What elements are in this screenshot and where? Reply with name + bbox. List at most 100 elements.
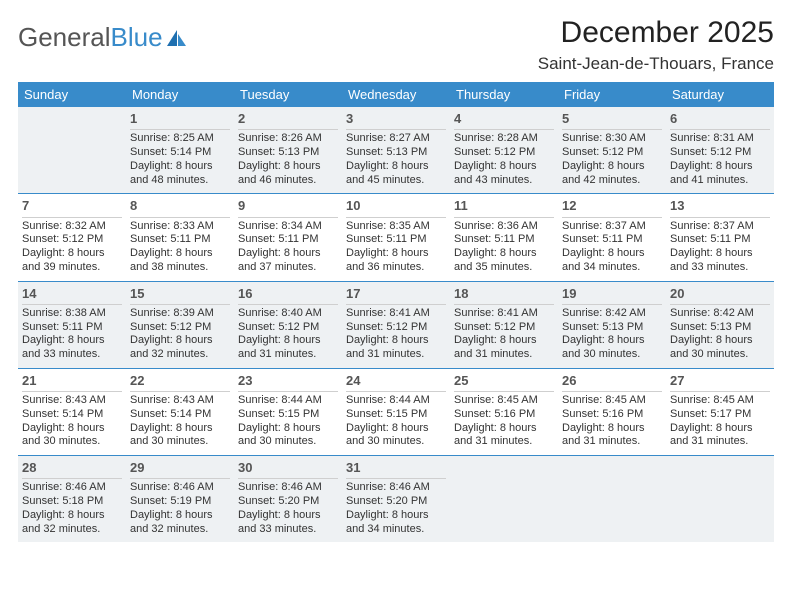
daylight-text: Daylight: 8 hours and 31 minutes. [670, 422, 770, 450]
day-number: 24 [346, 371, 446, 392]
day-number: 10 [346, 196, 446, 217]
sunset-text: Sunset: 5:14 PM [130, 408, 230, 422]
calendar-day: 16Sunrise: 8:40 AMSunset: 5:12 PMDayligh… [234, 282, 342, 368]
day-number: 27 [670, 371, 770, 392]
day-header: Friday [558, 82, 666, 107]
sunrise-text: Sunrise: 8:45 AM [670, 394, 770, 408]
sunrise-text: Sunrise: 8:34 AM [238, 220, 338, 234]
sunrise-text: Sunrise: 8:37 AM [562, 220, 662, 234]
calendar-day: 21Sunrise: 8:43 AMSunset: 5:14 PMDayligh… [18, 369, 126, 455]
sunrise-text: Sunrise: 8:30 AM [562, 132, 662, 146]
calendar-day-empty [666, 456, 774, 542]
sunset-text: Sunset: 5:11 PM [454, 233, 554, 247]
calendar-day: 9Sunrise: 8:34 AMSunset: 5:11 PMDaylight… [234, 194, 342, 280]
day-header: Thursday [450, 82, 558, 107]
daylight-text: Daylight: 8 hours and 30 minutes. [346, 422, 446, 450]
calendar-day: 1Sunrise: 8:25 AMSunset: 5:14 PMDaylight… [126, 107, 234, 193]
day-number: 21 [22, 371, 122, 392]
daylight-text: Daylight: 8 hours and 30 minutes. [670, 334, 770, 362]
calendar-day: 19 Sunrise: 8:42 AMSunset: 5:13 PMDayligh… [558, 282, 666, 368]
daylight-text: Daylight: 8 hours and 31 minutes. [562, 422, 662, 450]
sunset-text: Sunset: 5:11 PM [22, 321, 122, 335]
calendar-day-empty [450, 456, 558, 542]
sunrise-text: Sunrise: 8:46 AM [238, 481, 338, 495]
day-number: 9 [238, 196, 338, 217]
daylight-text: Daylight: 8 hours and 38 minutes. [130, 247, 230, 275]
day-number: 25 [454, 371, 554, 392]
day-header: Monday [126, 82, 234, 107]
sunset-text: Sunset: 5:11 PM [130, 233, 230, 247]
sunset-text: Sunset: 5:12 PM [670, 146, 770, 160]
calendar-day: 2 Sunrise: 8:26 AMSunset: 5:13 PMDaylight… [234, 107, 342, 193]
day-number: 12 [562, 196, 662, 217]
daylight-text: Daylight: 8 hours and 41 minutes. [670, 160, 770, 188]
day-number: 26 [562, 371, 662, 392]
sunset-text: Sunset: 5:12 PM [454, 321, 554, 335]
calendar-week: 14Sunrise: 8:38 AMSunset: 5:11 PMDayligh… [18, 282, 774, 369]
sunset-text: Sunset: 5:20 PM [238, 495, 338, 509]
day-number: 1 [130, 109, 230, 130]
calendar-day: 8Sunrise: 8:33 AMSunset: 5:11 PMDaylight… [126, 194, 234, 280]
sunrise-text: Sunrise: 8:45 AM [454, 394, 554, 408]
sunrise-text: Sunrise: 8:41 AM [454, 307, 554, 321]
daylight-text: Daylight: 8 hours and 31 minutes. [346, 334, 446, 362]
calendar-day: 18Sunrise: 8:41 AMSunset: 5:12 PMDayligh… [450, 282, 558, 368]
sunset-text: Sunset: 5:13 PM [562, 321, 662, 335]
sunset-text: Sunset: 5:11 PM [562, 233, 662, 247]
sunset-text: Sunset: 5:16 PM [562, 408, 662, 422]
day-number: 14 [22, 284, 122, 305]
calendar-day: 7Sunrise: 8:32 AMSunset: 5:12 PMDaylight… [18, 194, 126, 280]
calendar-week: 28Sunrise: 8:46 AMSunset: 5:18 PMDayligh… [18, 456, 774, 542]
daylight-text: Daylight: 8 hours and 35 minutes. [454, 247, 554, 275]
day-number: 7 [22, 196, 122, 217]
calendar-day: 31Sunrise: 8:46 AMSunset: 5:20 PMDayligh… [342, 456, 450, 542]
daylight-text: Daylight: 8 hours and 43 minutes. [454, 160, 554, 188]
day-header: Wednesday [342, 82, 450, 107]
sunrise-text: Sunrise: 8:40 AM [238, 307, 338, 321]
day-number: 19 [562, 284, 662, 305]
sunrise-text: Sunrise: 8:44 AM [238, 394, 338, 408]
daylight-text: Daylight: 8 hours and 39 minutes. [22, 247, 122, 275]
daylight-text: Daylight: 8 hours and 46 minutes. [238, 160, 338, 188]
day-number: 6 [670, 109, 770, 130]
sunset-text: Sunset: 5:11 PM [346, 233, 446, 247]
calendar-week: 21Sunrise: 8:43 AMSunset: 5:14 PMDayligh… [18, 369, 774, 456]
calendar-day: 28Sunrise: 8:46 AMSunset: 5:18 PMDayligh… [18, 456, 126, 542]
sunset-text: Sunset: 5:12 PM [130, 321, 230, 335]
sunrise-text: Sunrise: 8:43 AM [130, 394, 230, 408]
day-number: 20 [670, 284, 770, 305]
daylight-text: Daylight: 8 hours and 34 minutes. [346, 509, 446, 537]
calendar-day: 10Sunrise: 8:35 AMSunset: 5:11 PMDayligh… [342, 194, 450, 280]
daylight-text: Daylight: 8 hours and 30 minutes. [130, 422, 230, 450]
day-header: Saturday [666, 82, 774, 107]
daylight-text: Daylight: 8 hours and 30 minutes. [22, 422, 122, 450]
day-number: 5 [562, 109, 662, 130]
day-header: Tuesday [234, 82, 342, 107]
logo-sail-icon [166, 28, 188, 48]
daylight-text: Daylight: 8 hours and 36 minutes. [346, 247, 446, 275]
daylight-text: Daylight: 8 hours and 30 minutes. [562, 334, 662, 362]
sunset-text: Sunset: 5:16 PM [454, 408, 554, 422]
sunrise-text: Sunrise: 8:26 AM [238, 132, 338, 146]
calendar: SundayMondayTuesdayWednesdayThursdayFrid… [18, 82, 774, 542]
sunrise-text: Sunrise: 8:45 AM [562, 394, 662, 408]
sunset-text: Sunset: 5:11 PM [238, 233, 338, 247]
sunset-text: Sunset: 5:15 PM [346, 408, 446, 422]
daylight-text: Daylight: 8 hours and 33 minutes. [670, 247, 770, 275]
day-number: 23 [238, 371, 338, 392]
sunset-text: Sunset: 5:14 PM [22, 408, 122, 422]
sunrise-text: Sunrise: 8:33 AM [130, 220, 230, 234]
daylight-text: Daylight: 8 hours and 33 minutes. [238, 509, 338, 537]
day-number: 2 [238, 109, 338, 130]
daylight-text: Daylight: 8 hours and 32 minutes. [130, 334, 230, 362]
calendar-day: 6Sunrise: 8:31 AMSunset: 5:12 PMDaylight… [666, 107, 774, 193]
daylight-text: Daylight: 8 hours and 45 minutes. [346, 160, 446, 188]
daylight-text: Daylight: 8 hours and 48 minutes. [130, 160, 230, 188]
day-number: 18 [454, 284, 554, 305]
calendar-day: 3Sunrise: 8:27 AMSunset: 5:13 PMDaylight… [342, 107, 450, 193]
sunset-text: Sunset: 5:13 PM [238, 146, 338, 160]
sunrise-text: Sunrise: 8:46 AM [22, 481, 122, 495]
sunrise-text: Sunrise: 8:42 AM [562, 307, 662, 321]
sunrise-text: Sunrise: 8:28 AM [454, 132, 554, 146]
sunset-text: Sunset: 5:18 PM [22, 495, 122, 509]
